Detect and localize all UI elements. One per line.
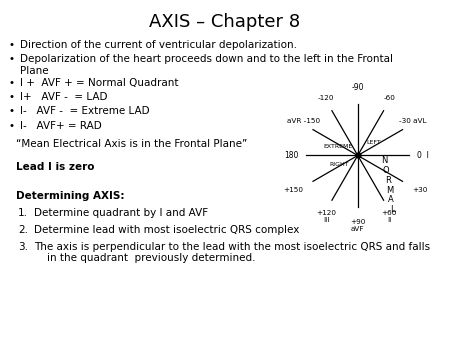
- Text: Determine quadrant by I and AVF: Determine quadrant by I and AVF: [34, 208, 208, 218]
- Text: I+   AVF -  = LAD: I+ AVF - = LAD: [20, 92, 108, 102]
- Text: Determining AXIS:: Determining AXIS:: [16, 191, 125, 201]
- Text: -120: -120: [318, 95, 334, 101]
- Text: I-   AVF+ = RAD: I- AVF+ = RAD: [20, 121, 102, 130]
- Text: -30 aVL: -30 aVL: [399, 118, 426, 124]
- Text: +120
III: +120 III: [316, 210, 336, 223]
- Text: aVR -150: aVR -150: [287, 118, 319, 124]
- Text: 2.: 2.: [18, 225, 28, 235]
- Text: 180: 180: [284, 151, 298, 160]
- Text: +90
aVF: +90 aVF: [350, 219, 365, 232]
- Text: •: •: [8, 121, 14, 130]
- Text: •: •: [8, 40, 14, 50]
- Text: •: •: [8, 54, 14, 64]
- Text: •: •: [8, 78, 14, 88]
- Text: 3.: 3.: [18, 242, 28, 251]
- Text: R: R: [385, 176, 391, 185]
- Text: -90: -90: [351, 83, 364, 92]
- Text: +150: +150: [283, 187, 303, 193]
- Text: EXTREME: EXTREME: [324, 144, 353, 149]
- Text: 1.: 1.: [18, 208, 28, 218]
- Text: AXIS – Chapter 8: AXIS – Chapter 8: [149, 13, 301, 31]
- Text: +30: +30: [412, 187, 428, 193]
- Text: “Mean Electrical Axis is in the Frontal Plane”: “Mean Electrical Axis is in the Frontal …: [16, 139, 247, 149]
- Text: •: •: [8, 92, 14, 102]
- Text: Lead I is zero: Lead I is zero: [16, 162, 94, 172]
- Text: L: L: [390, 205, 395, 214]
- Text: Determine lead with most isoelectric QRS complex: Determine lead with most isoelectric QRS…: [34, 225, 299, 235]
- Text: I +  AVF + = Normal Quadrant: I + AVF + = Normal Quadrant: [20, 78, 179, 88]
- Text: +60
II: +60 II: [382, 210, 397, 223]
- Text: I-   AVF -  = Extreme LAD: I- AVF - = Extreme LAD: [20, 106, 149, 116]
- Text: RIGHT: RIGHT: [329, 162, 349, 167]
- Text: •: •: [8, 106, 14, 116]
- Text: Depolarization of the heart proceeds down and to the left in the Frontal
Plane: Depolarization of the heart proceeds dow…: [20, 54, 393, 76]
- Text: 0  I: 0 I: [417, 151, 429, 160]
- Text: LEFT: LEFT: [366, 140, 381, 145]
- Text: O: O: [383, 166, 390, 175]
- Text: M: M: [386, 186, 393, 195]
- Text: -60: -60: [383, 95, 395, 101]
- Text: N: N: [382, 156, 388, 165]
- Text: A: A: [388, 195, 394, 204]
- Text: The axis is perpendicular to the lead with the most isoelectric QRS and falls
  : The axis is perpendicular to the lead wi…: [34, 242, 430, 263]
- Text: Direction of the current of ventricular depolarization.: Direction of the current of ventricular …: [20, 40, 297, 50]
